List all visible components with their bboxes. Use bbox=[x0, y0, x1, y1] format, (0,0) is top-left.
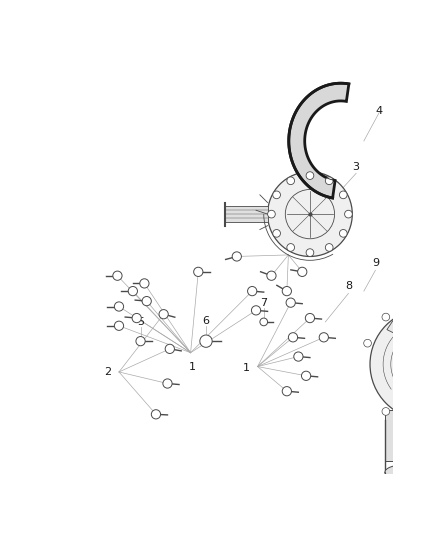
Circle shape bbox=[251, 306, 261, 315]
Circle shape bbox=[288, 333, 298, 342]
Circle shape bbox=[287, 177, 294, 184]
Circle shape bbox=[298, 267, 307, 277]
Text: 3: 3 bbox=[353, 161, 360, 172]
Circle shape bbox=[260, 318, 268, 326]
Circle shape bbox=[273, 191, 280, 199]
Circle shape bbox=[411, 300, 419, 308]
Circle shape bbox=[364, 340, 371, 347]
Circle shape bbox=[268, 210, 276, 218]
Text: 9: 9 bbox=[372, 258, 379, 268]
Text: 1: 1 bbox=[189, 362, 196, 372]
Text: 1: 1 bbox=[243, 363, 250, 373]
Circle shape bbox=[163, 379, 172, 388]
Polygon shape bbox=[387, 303, 433, 341]
Circle shape bbox=[411, 421, 419, 429]
Circle shape bbox=[247, 287, 257, 296]
Circle shape bbox=[132, 313, 141, 322]
Circle shape bbox=[370, 309, 438, 419]
Circle shape bbox=[287, 244, 294, 251]
Circle shape bbox=[305, 313, 314, 322]
Circle shape bbox=[140, 279, 149, 288]
Circle shape bbox=[325, 177, 333, 184]
Circle shape bbox=[339, 230, 347, 237]
Text: 7: 7 bbox=[260, 298, 267, 308]
Circle shape bbox=[136, 336, 145, 346]
Text: 2: 2 bbox=[104, 367, 111, 377]
Circle shape bbox=[382, 313, 390, 321]
Circle shape bbox=[151, 410, 161, 419]
Bar bbox=[385, 410, 420, 461]
Circle shape bbox=[319, 333, 328, 342]
Circle shape bbox=[306, 172, 314, 180]
Text: 8: 8 bbox=[345, 281, 352, 291]
Circle shape bbox=[113, 271, 122, 280]
Circle shape bbox=[294, 352, 303, 361]
Circle shape bbox=[114, 302, 124, 311]
Circle shape bbox=[268, 172, 352, 256]
Text: 5: 5 bbox=[137, 317, 144, 327]
Circle shape bbox=[200, 335, 212, 348]
Circle shape bbox=[282, 386, 291, 396]
Circle shape bbox=[409, 348, 438, 381]
Text: 2: 2 bbox=[285, 236, 292, 246]
Circle shape bbox=[232, 252, 241, 261]
Bar bbox=[225, 206, 268, 222]
Circle shape bbox=[194, 267, 203, 277]
Circle shape bbox=[165, 344, 174, 353]
Circle shape bbox=[325, 244, 333, 251]
Circle shape bbox=[286, 298, 295, 308]
Circle shape bbox=[301, 371, 311, 381]
Polygon shape bbox=[289, 83, 349, 198]
Circle shape bbox=[267, 271, 276, 280]
Circle shape bbox=[382, 408, 390, 415]
Text: 6: 6 bbox=[202, 316, 209, 326]
Circle shape bbox=[114, 321, 124, 330]
Circle shape bbox=[339, 191, 347, 199]
Circle shape bbox=[409, 314, 419, 325]
Text: 4: 4 bbox=[376, 106, 383, 116]
Circle shape bbox=[273, 230, 280, 237]
Circle shape bbox=[306, 249, 314, 256]
Circle shape bbox=[159, 310, 168, 319]
Ellipse shape bbox=[385, 465, 420, 479]
Circle shape bbox=[142, 296, 151, 306]
Circle shape bbox=[128, 287, 138, 296]
Circle shape bbox=[282, 287, 291, 296]
Circle shape bbox=[345, 210, 352, 218]
